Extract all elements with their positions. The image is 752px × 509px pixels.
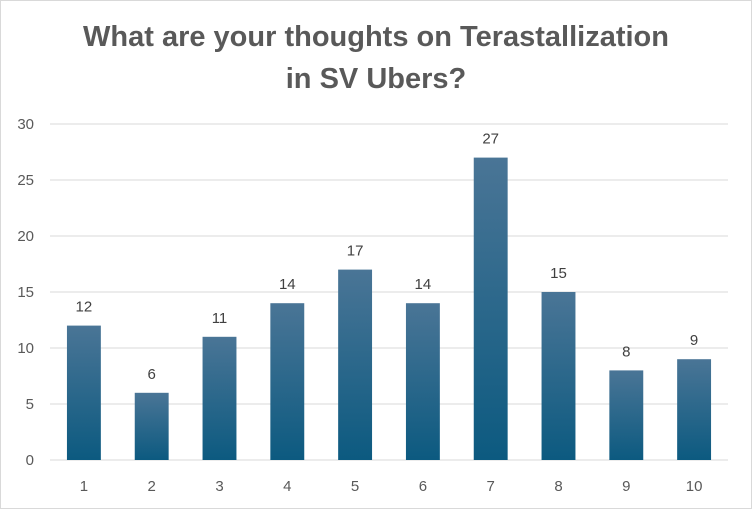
data-label-2: 6 [148, 366, 156, 383]
bar-3 [202, 336, 237, 460]
x-tick-label-9: 9 [622, 478, 630, 495]
x-tick-label-7: 7 [487, 478, 495, 495]
y-tick-label: 30 [17, 116, 34, 133]
x-tick-label-2: 2 [148, 478, 156, 495]
x-tick-label-1: 1 [80, 478, 88, 495]
labels: 12 6 11 14 17 14 27 15 8 9 [76, 131, 699, 383]
data-label-3: 11 [212, 310, 228, 327]
x-tick-label-10: 10 [686, 478, 703, 495]
y-tick-label: 20 [17, 228, 34, 245]
y-tick-label: 25 [17, 172, 34, 189]
x-tick-label-3: 3 [215, 478, 223, 495]
bar-8 [541, 292, 576, 460]
data-label-1: 12 [76, 299, 93, 316]
y-tick-label: 15 [17, 284, 34, 301]
data-label-7: 27 [482, 131, 499, 148]
data-label-4: 14 [279, 276, 296, 293]
x-tick-label-8: 8 [554, 478, 562, 495]
data-label-10: 9 [690, 332, 698, 349]
bar-9 [609, 370, 644, 460]
bar-10 [677, 359, 712, 460]
chart-title-line-1: What are your thoughts on Terastallizati… [83, 21, 669, 53]
chart-title-line-2: in SV Ubers? [285, 63, 467, 95]
data-label-6: 14 [415, 276, 432, 293]
x-tick-label-5: 5 [351, 478, 359, 495]
x-tick-label-4: 4 [283, 478, 291, 495]
data-label-5: 17 [347, 243, 364, 260]
data-label-9: 8 [622, 343, 630, 360]
bar-5 [338, 269, 373, 460]
bar-2 [134, 392, 169, 460]
y-tick-label: 0 [26, 452, 34, 469]
y-tick-label: 5 [26, 396, 34, 413]
bar-7 [473, 157, 508, 460]
x-tick-label-6: 6 [419, 478, 427, 495]
chart-title: What are your thoughts on Terastallizati… [0, 16, 752, 100]
data-label-8: 15 [550, 265, 567, 282]
bar-4 [270, 303, 305, 460]
bars [66, 157, 712, 460]
bar-1 [66, 325, 101, 460]
bar-6 [405, 303, 440, 460]
y-tick-label: 10 [17, 340, 34, 357]
